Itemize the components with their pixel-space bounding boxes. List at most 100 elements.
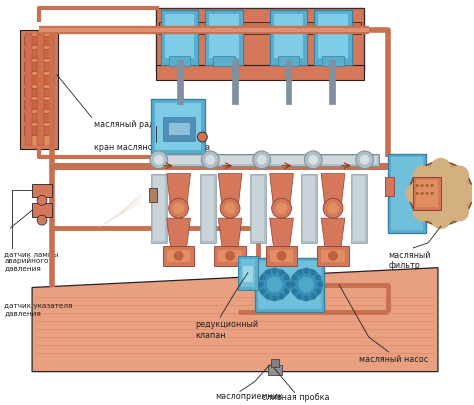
- Bar: [32, 204, 52, 217]
- Bar: [156, 9, 364, 70]
- Polygon shape: [163, 118, 195, 142]
- Circle shape: [292, 275, 297, 281]
- Circle shape: [317, 282, 323, 288]
- Circle shape: [426, 192, 428, 196]
- Bar: [205, 11, 243, 66]
- Bar: [24, 127, 54, 136]
- Text: датчик указателя
давления: датчик указателя давления: [4, 303, 73, 315]
- Bar: [213, 57, 235, 66]
- Text: масляный радиатор: масляный радиатор: [94, 120, 180, 129]
- Circle shape: [315, 275, 321, 281]
- Circle shape: [315, 289, 321, 295]
- Circle shape: [296, 270, 302, 276]
- Bar: [255, 258, 324, 312]
- Bar: [278, 57, 300, 66]
- Text: маслоприемник: маслоприемник: [215, 392, 283, 401]
- Bar: [169, 57, 191, 66]
- Bar: [301, 174, 317, 243]
- Bar: [163, 246, 194, 266]
- Polygon shape: [270, 174, 293, 209]
- Circle shape: [173, 251, 183, 261]
- Bar: [24, 88, 54, 97]
- Circle shape: [430, 192, 434, 196]
- Bar: [270, 11, 307, 66]
- Polygon shape: [167, 219, 191, 248]
- Bar: [273, 15, 303, 59]
- Circle shape: [258, 282, 264, 288]
- Circle shape: [416, 185, 419, 188]
- Bar: [24, 101, 54, 110]
- Circle shape: [205, 156, 215, 165]
- Bar: [271, 359, 279, 367]
- Polygon shape: [321, 174, 345, 209]
- Bar: [416, 180, 438, 208]
- Bar: [266, 246, 297, 266]
- Circle shape: [413, 166, 469, 222]
- Bar: [24, 50, 54, 59]
- Bar: [285, 61, 292, 105]
- Circle shape: [272, 296, 278, 302]
- Bar: [159, 23, 361, 35]
- Circle shape: [431, 158, 451, 178]
- Circle shape: [279, 294, 284, 300]
- Circle shape: [37, 216, 47, 226]
- Circle shape: [420, 185, 424, 188]
- Circle shape: [275, 203, 288, 215]
- Polygon shape: [218, 219, 242, 248]
- Text: датчик лампы
аварийного
давления: датчик лампы аварийного давления: [4, 250, 59, 271]
- Polygon shape: [167, 174, 191, 209]
- Circle shape: [260, 275, 265, 281]
- Bar: [161, 11, 199, 66]
- Circle shape: [169, 199, 189, 219]
- Circle shape: [449, 166, 469, 185]
- Bar: [169, 124, 191, 136]
- Bar: [214, 246, 246, 266]
- Circle shape: [431, 210, 451, 230]
- Circle shape: [327, 203, 339, 215]
- Polygon shape: [218, 174, 242, 209]
- Bar: [25, 35, 32, 145]
- Bar: [20, 31, 58, 149]
- Bar: [176, 177, 182, 248]
- Circle shape: [304, 151, 322, 169]
- Text: кран масляного радиатора: кран масляного радиатора: [94, 143, 210, 151]
- Circle shape: [323, 199, 343, 219]
- Circle shape: [449, 202, 469, 222]
- Bar: [227, 177, 233, 248]
- Bar: [24, 37, 54, 46]
- Bar: [317, 246, 349, 266]
- Bar: [167, 250, 191, 262]
- Circle shape: [356, 151, 374, 169]
- Circle shape: [260, 289, 265, 295]
- Circle shape: [291, 269, 322, 301]
- Bar: [384, 177, 394, 197]
- Circle shape: [224, 203, 236, 215]
- Polygon shape: [32, 268, 438, 372]
- Circle shape: [303, 268, 309, 274]
- Text: масляный насос: масляный насос: [359, 354, 428, 363]
- Bar: [156, 66, 364, 80]
- Bar: [303, 176, 315, 241]
- Bar: [389, 154, 426, 233]
- Bar: [24, 35, 54, 145]
- Circle shape: [264, 270, 271, 276]
- Circle shape: [277, 251, 286, 261]
- Bar: [24, 63, 54, 72]
- Circle shape: [310, 294, 316, 300]
- Bar: [32, 184, 52, 198]
- Bar: [155, 104, 201, 151]
- Bar: [392, 158, 423, 230]
- Circle shape: [220, 199, 240, 219]
- Bar: [210, 15, 239, 59]
- Bar: [268, 365, 282, 375]
- Circle shape: [413, 166, 433, 185]
- Bar: [153, 176, 165, 241]
- Circle shape: [292, 289, 297, 295]
- Circle shape: [296, 294, 302, 300]
- Polygon shape: [270, 219, 293, 248]
- Circle shape: [409, 162, 473, 226]
- Bar: [151, 154, 379, 166]
- Circle shape: [225, 251, 235, 261]
- Circle shape: [201, 151, 219, 169]
- Polygon shape: [321, 219, 345, 248]
